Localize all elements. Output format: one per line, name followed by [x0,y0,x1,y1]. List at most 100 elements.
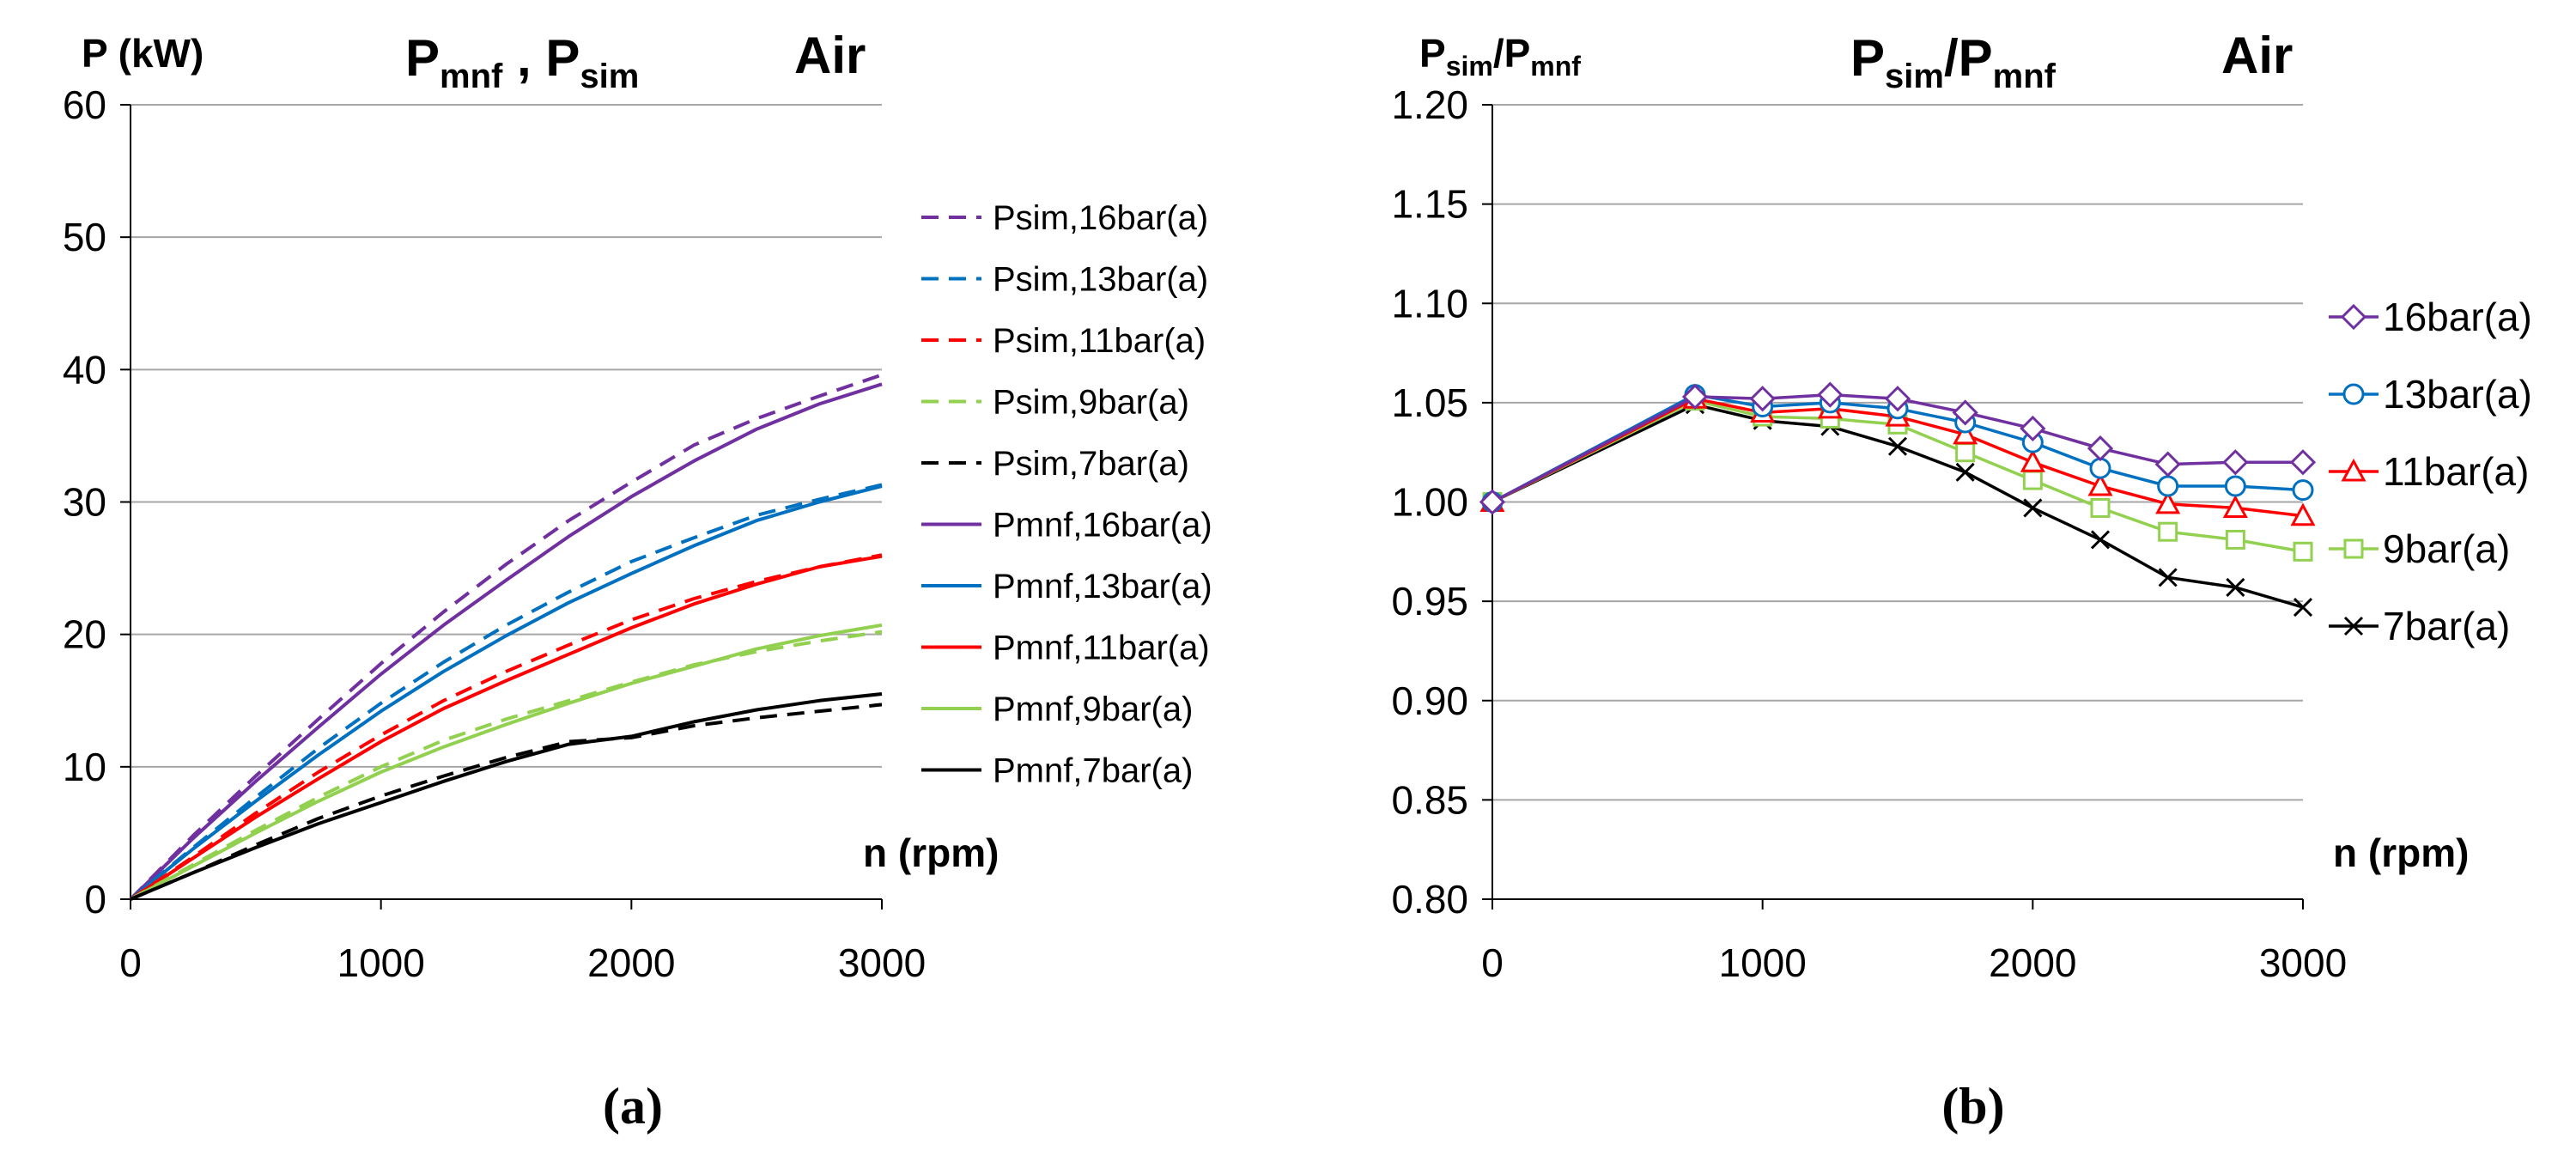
chart-a-y-tick-label: 60 [63,82,106,127]
chart-a-y-tick-label: 20 [63,612,106,657]
chart-a-legend-label: Psim,9bar(a) [993,384,1189,422]
chart-a-legend-label: Pmnf,16bar(a) [993,507,1212,544]
chart-a-series-line-pmnf-16bar-a- [129,382,883,901]
chart-b-data-point [2155,490,2181,514]
chart-b-legend-marker [2341,458,2366,482]
chart-b-data-point [2158,568,2178,587]
chart-b-data-point [2157,475,2179,497]
chart-b-x-tick-label: 1000 [1718,940,1806,985]
chart-b-x-tick-label: 3000 [2259,940,2347,985]
chart-b-legend-label: 7bar(a) [2383,604,2510,648]
chart-b-legend-marker [2342,383,2365,405]
chart-a-series-line-psim-7bar-a- [130,703,883,901]
chart-b-data-point [1955,442,1976,463]
chart-a-legend-label: Pmnf,11bar(a) [993,630,1210,667]
chart-b-panel-label: (b) [1941,1078,2004,1135]
chart-b-data-point [2224,475,2246,497]
chart-b-y-tick-label: 1.10 [1391,281,1468,325]
chart-b-data-point [2087,472,2113,496]
chart-b-y-tick-label: 0.80 [1391,877,1468,922]
chart-a-x-ticks: 0 1000 2000 3000 [119,899,926,985]
chart-b-data-point [2226,577,2245,597]
chart-a-title: Pmnf , Psim [405,29,639,95]
chart-b-legend-marker [2340,303,2367,331]
chart-a-legend: Psim,16bar(a) Psim,13bar(a) Psim,11bar(a) P… [921,199,1212,790]
chart-a-legend-label: Pmnf,7bar(a) [993,752,1193,790]
chart-a-legend-label: Pmnf,9bar(a) [993,691,1193,728]
chart-a-series-line-psim-16bar-a- [129,373,883,901]
chart-b-data-point [2089,457,2111,479]
chart-a-series-line-pmnf-11bar-a- [129,554,883,901]
chart-a-series-line-psim-13bar-a- [129,483,883,901]
chart-b-data-point [1479,489,1506,515]
chart-b-data-point [2293,598,2313,618]
chart-b-data-point [2020,415,2046,442]
chart-b-y-axis-label: Psim/Pmnf [1419,31,1581,82]
chart-b-x-tick-label: 2000 [1989,940,2076,985]
chart-a-series [129,373,883,901]
chart-b-legend-label: 11bar(a) [2383,449,2529,494]
chart-a-y-tick-label: 40 [63,347,106,392]
chart-a-medium-label: Air [794,27,866,84]
chart-b-data-point [2293,541,2313,562]
chart-b-data-point [2289,449,2317,476]
chart-a-legend-label: Psim,7bar(a) [993,445,1189,483]
chart-b-series-16bar-a- [1479,381,2317,515]
chart-b-data-point [2022,470,2043,490]
chart-b-data-point [1952,399,1978,426]
chart-b-legend-label: 16bar(a) [2383,295,2532,339]
chart-b-y-tick-label: 1.15 [1391,182,1468,227]
chart-b-legend-marker [2343,616,2364,636]
chart-b-data-point [2222,449,2249,476]
chart-a-panel-label: (a) [603,1078,663,1135]
chart-b-y-tick-label: 1.05 [1391,380,1468,425]
chart-b-data-point [2020,449,2045,472]
chart-a-gridlines [131,104,882,768]
chart-a-series-line-pmnf-13bar-a- [129,484,883,901]
chart-a-x-axis-label: n (rpm) [863,830,999,875]
chart-a-legend-label: Psim,13bar(a) [993,261,1208,299]
chart-a-y-tick-label: 10 [63,745,106,789]
chart-a-y-ticks: 0 10 20 30 40 50 60 [63,82,131,922]
chart-b-y-tick-label: 0.90 [1391,678,1468,723]
chart-a-legend-label: Pmnf,13bar(a) [993,568,1212,605]
chart-b-data-point [1953,421,1978,445]
chart-b-legend-marker [2343,538,2364,559]
chart-b-data-point [2090,497,2111,518]
chart-b-y-tick-label: 1.20 [1391,82,1468,127]
chart-b-y-tick-label: 0.95 [1391,579,1468,624]
chart-b-data-point [2222,495,2248,518]
chart-b-data-point [1817,381,1844,408]
chart-a-y-tick-label: 50 [63,215,106,259]
chart-a-y-tick-label: 0 [84,877,106,922]
chart-b-data-point [2290,502,2316,526]
chart-b: 0.80 0.85 0.90 0.95 1.00 1.05 1.10 1.15 1.20 0 10… [1391,27,2531,1135]
chart-a-series-line-psim-11bar-a- [129,553,883,901]
chart-b-series [1479,381,2317,618]
chart-b-data-point [1749,386,1776,412]
chart-b-legend-label: 9bar(a) [2383,526,2510,571]
chart-b-x-ticks: 0 1000 2000 3000 [1481,899,2347,985]
chart-b-data-point [1955,462,1975,482]
chart-b-data-point [2225,529,2245,550]
chart-a-x-tick-label: 0 [119,940,142,985]
chart-b-legend-label: 13bar(a) [2383,372,2532,417]
chart-b-data-point [2087,435,2114,462]
chart-b-data-point [2292,479,2314,502]
chart-b-data-point [1887,436,1908,456]
chart-b-y-tick-label: 1.00 [1391,480,1468,525]
chart-a-y-axis-label: P (kW) [82,31,204,76]
chart-a-series-line-psim-9bar-a- [130,630,883,901]
chart-b-legend: 16bar(a) 13bar(a) 11bar(a) 9bar(a) 7bar(a) [2329,295,2532,648]
chart-a-y-tick-label: 30 [63,480,106,525]
chart-b-y-ticks: 0.80 0.85 0.90 0.95 1.00 1.05 1.10 1.15 1.20 [1391,82,1492,922]
chart-a-x-tick-label: 1000 [337,940,424,985]
chart-a: 0 10 20 30 40 50 60 0 1000 2000 3000 P (kW) Pmnf … [63,27,1212,1135]
chart-a-x-tick-label: 2000 [587,940,675,985]
chart-b-data-point [2158,521,2178,542]
chart-a-legend-label: Psim,11bar(a) [993,322,1206,360]
chart-b-data-point [2090,530,2111,550]
chart-b-data-point [2023,498,2043,518]
chart-b-data-point [1681,383,1709,411]
